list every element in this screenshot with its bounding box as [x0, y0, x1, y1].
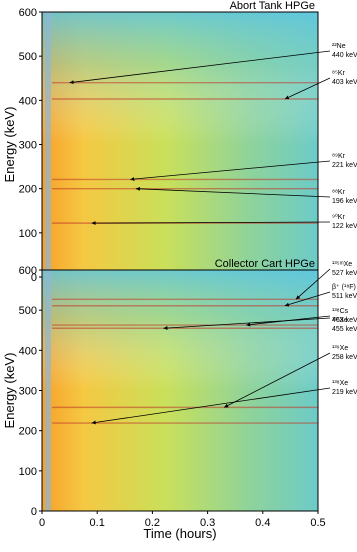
annotation-energy: 511 keV	[332, 293, 357, 300]
annotation-arrow	[284, 291, 331, 307]
early-strip	[45, 12, 51, 277]
x-tick-label: 0.3	[200, 517, 215, 529]
x-tick-label: 0.1	[90, 517, 105, 529]
annotation-arrow	[163, 317, 331, 330]
annotation-arrow	[69, 50, 331, 85]
y-tick-label: 300	[19, 386, 37, 398]
heatmap-shade	[42, 12, 318, 277]
annotation-arrow	[295, 268, 331, 300]
y-tick-label: 500	[19, 305, 37, 317]
annotation-arrow	[284, 77, 331, 100]
annotation-arrow	[91, 221, 331, 226]
annotation-energy: 440 keV	[332, 52, 357, 59]
annotation-energy: 196 keV	[332, 198, 357, 205]
y-tick-label: 100	[19, 228, 37, 240]
annotation-energy: 258 keV	[332, 354, 357, 361]
annotation-energy: 403 keV	[332, 79, 357, 86]
y-tick-label: 600	[19, 265, 37, 277]
annotation-isotope: ¹³⁵ᵐXe	[332, 261, 352, 268]
y-axis-label: Energy (keV)	[2, 107, 17, 183]
panel-title: Collector Cart HPGe	[215, 258, 315, 270]
annotation-arrow	[130, 160, 331, 182]
y-tick-label: 0	[31, 272, 37, 284]
annotation-arrow	[223, 352, 331, 408]
annotation-isotope: ⁹⁰Kr	[332, 213, 345, 221]
early-strip	[45, 270, 51, 511]
y-tick-label: 600	[19, 7, 37, 19]
heatmap-shade	[42, 270, 318, 511]
annotation-isotope: ¹³⁸Xe	[332, 380, 348, 387]
x-axis-label: Time (hours)	[143, 526, 216, 541]
annotation-arrow	[135, 186, 331, 198]
y-tick-label: 400	[19, 345, 37, 357]
annotation-energy: 463 keV	[332, 317, 357, 324]
annotation-isotope: β⁺ (¹⁸F)	[332, 284, 356, 291]
annotation-isotope: ⁸⁵Kr	[332, 70, 346, 77]
y-tick-label: 500	[19, 51, 37, 63]
y-tick-label: 100	[19, 466, 37, 478]
y-tick-label: 0	[31, 506, 37, 518]
x-tick-label: 0	[39, 517, 45, 529]
panel-title: Abort Tank HPGe	[230, 0, 315, 12]
y-tick-label: 400	[19, 95, 37, 107]
y-tick-label: 200	[19, 426, 37, 438]
annotation-arrow	[91, 387, 331, 425]
annotation-isotope: ¹³⁹Xe	[332, 345, 348, 352]
annotation-energy: 527 keV	[332, 270, 357, 277]
y-tick-label: 300	[19, 140, 37, 152]
annotation-isotope: ¹³⁷Xe	[332, 317, 348, 324]
x-tick-label: 0.5	[310, 517, 325, 529]
y-tick-label: 200	[19, 184, 37, 196]
annotation-energy: 122 keV	[332, 223, 357, 230]
y-axis-label: Energy (keV)	[2, 353, 17, 429]
annotation-isotope: ²²Ne	[332, 43, 346, 50]
annotation-isotope: ¹³⁸Cs	[332, 308, 349, 315]
annotation-energy: 219 keV	[332, 389, 357, 396]
x-tick-label: 0.2	[145, 517, 160, 529]
annotation-energy: 221 keV	[332, 162, 357, 169]
annotation-isotope: ⁸⁸Kr	[332, 189, 346, 196]
annotation-isotope: ⁸⁹Kr	[332, 153, 346, 160]
x-tick-label: 0.4	[255, 517, 270, 529]
annotation-energy: 455 keV	[332, 326, 357, 333]
